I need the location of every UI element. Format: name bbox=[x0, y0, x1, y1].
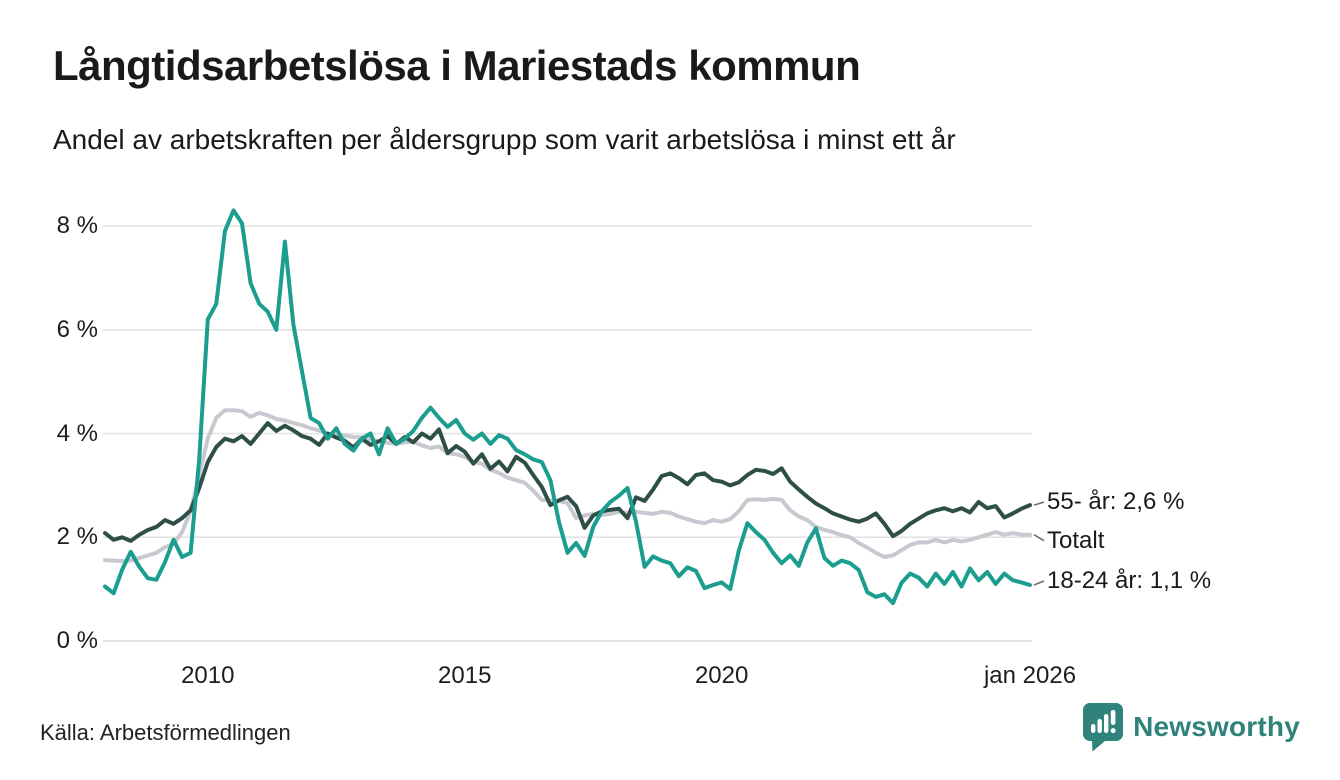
newsworthy-logo[interactable]: Newsworthy bbox=[1082, 702, 1300, 752]
series-end-label-total: Totalt bbox=[1047, 526, 1105, 554]
y-axis-tick-label: 2 % bbox=[56, 523, 98, 551]
end-label-connector bbox=[1033, 580, 1045, 586]
y-axis-tick-label: 0 % bbox=[56, 627, 98, 654]
x-axis-tick-label: 2010 bbox=[181, 662, 235, 689]
series-line-55--år bbox=[103, 421, 1032, 543]
newsworthy-wordmark: Newsworthy bbox=[1133, 711, 1300, 742]
series-line-18-24-år bbox=[103, 208, 1032, 606]
end-label-connector bbox=[1033, 501, 1045, 506]
y-axis-tick-label: 6 % bbox=[56, 315, 98, 343]
source-note: Källa: Arbetsförmedlingen bbox=[40, 720, 291, 745]
series-end-label-55plus: 55- år: 2,6 % bbox=[1047, 488, 1185, 516]
x-axis-tick-label: jan 2026 bbox=[983, 662, 1077, 689]
x-axis-tick-label: 2020 bbox=[694, 662, 749, 689]
x-axis-tick-label: 2015 bbox=[438, 662, 492, 689]
page-subtitle: Andel av arbetskraften per åldersgrupp s… bbox=[53, 124, 956, 155]
y-axis-tick-label: 4 % bbox=[56, 419, 98, 447]
y-axis-tick-label: 8 % bbox=[56, 212, 98, 239]
series-end-label-18-24: 18-24 år: 1,1 % bbox=[1047, 566, 1212, 594]
series-line-Totalt bbox=[103, 408, 1032, 564]
newsworthy-bubble-chart-icon bbox=[1083, 703, 1124, 752]
end-label-connector bbox=[1033, 533, 1045, 542]
page-title: Långtidsarbetslösa i Mariestads kommun bbox=[53, 42, 861, 89]
